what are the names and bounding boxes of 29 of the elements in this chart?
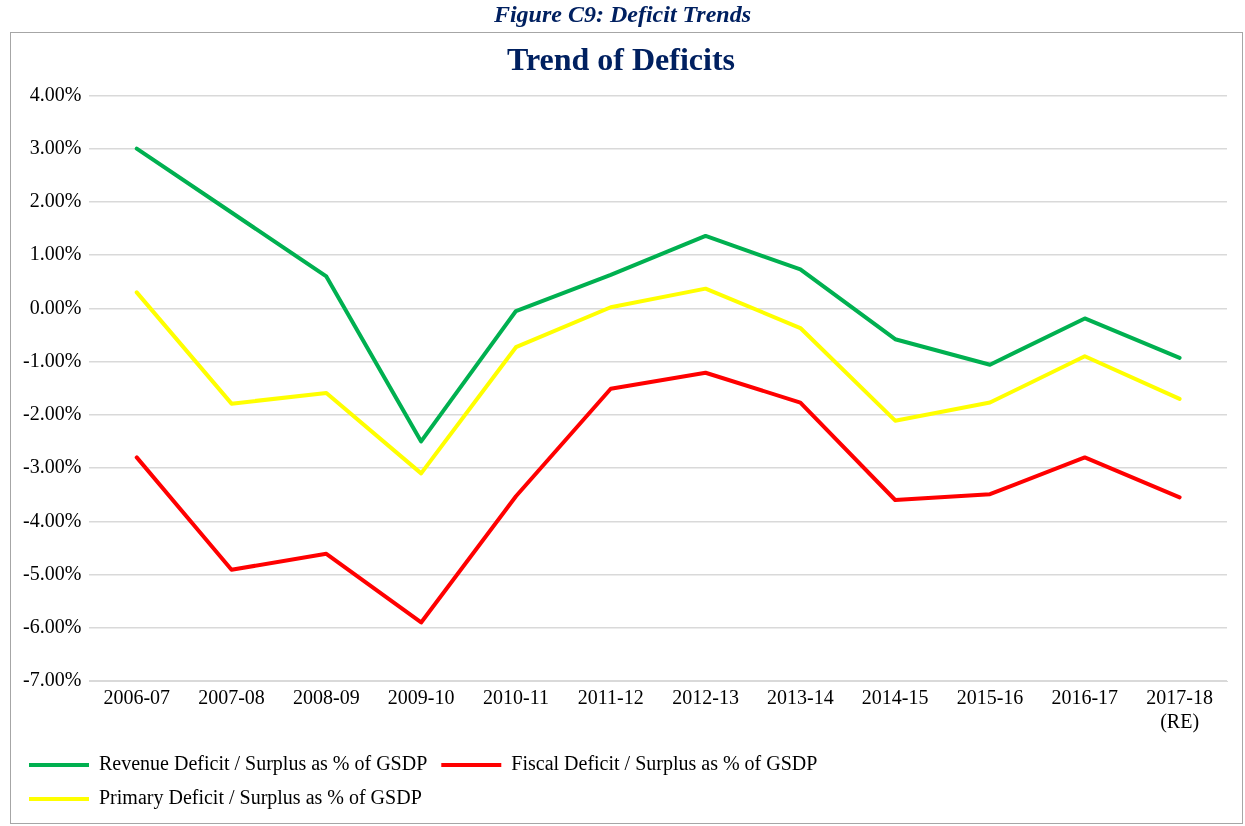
y-tick-label: -6.00% — [22, 615, 82, 638]
legend-label: Primary Deficit / Surplus as % of GSDP — [99, 786, 422, 810]
x-tick-label: 2014-15 — [861, 686, 929, 709]
legend-label: Fiscal Deficit / Surplus as % of GSDP — [511, 752, 818, 776]
y-tick-label: 3.00% — [29, 135, 82, 158]
x-tick-label: 2016-17 — [1051, 686, 1119, 709]
x-tick-label: 2006-07 — [103, 686, 171, 709]
legend-label: Revenue Deficit / Surplus as % of GSDP — [99, 752, 428, 776]
chart-title: Trend of Deficits — [506, 41, 736, 78]
y-tick-label: -5.00% — [22, 561, 82, 584]
x-tick-label: 2013-14 — [767, 686, 834, 709]
x-tick-label: 2011-12 — [577, 686, 644, 709]
y-tick-label: -3.00% — [22, 455, 82, 478]
y-tick-label: 4.00% — [29, 82, 82, 105]
x-tick-label: 2008-09 — [293, 686, 360, 709]
y-tick-label: -7.00% — [22, 668, 82, 691]
x-tick-label: 2010-11 — [482, 686, 549, 709]
y-tick-label: -2.00% — [22, 402, 82, 425]
y-tick-label: -1.00% — [22, 348, 82, 371]
caption: Figure C9: Deficit Trends — [492, 0, 753, 28]
y-tick-label: 2.00% — [29, 189, 82, 212]
x-tick-label: 2017-18 (RE) — [1146, 686, 1213, 734]
y-tick-label: 0.00% — [29, 295, 82, 318]
x-tick-label: 2012-13 — [672, 686, 739, 709]
y-tick-label: 1.00% — [29, 242, 82, 265]
x-tick-label: 2015-16 — [956, 686, 1024, 709]
x-tick-label: 2007-08 — [198, 686, 265, 709]
x-tick-label: 2009-10 — [387, 686, 455, 709]
y-tick-label: -4.00% — [22, 508, 82, 531]
